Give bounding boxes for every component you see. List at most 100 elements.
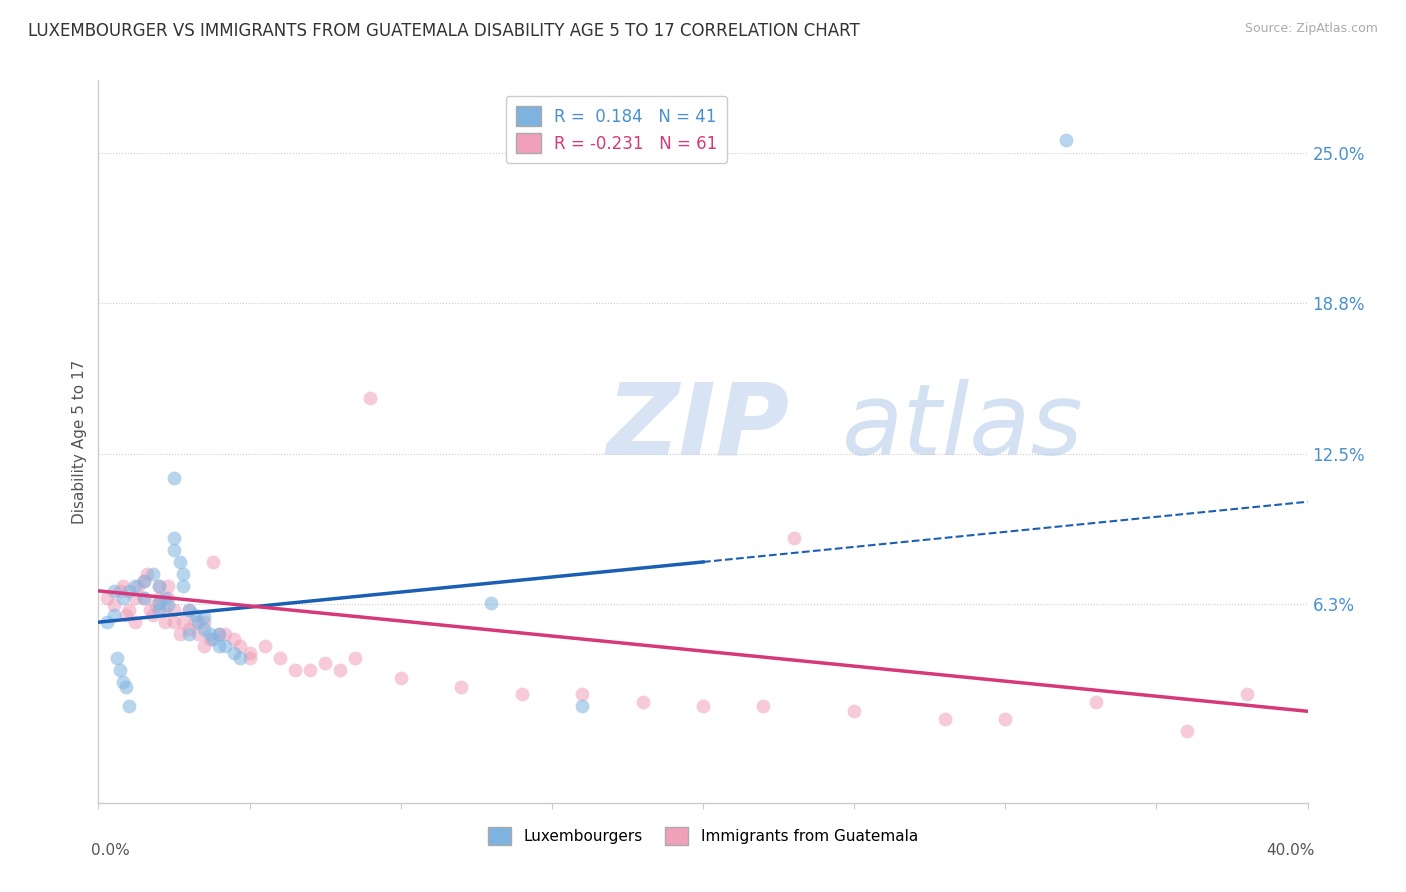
Text: LUXEMBOURGER VS IMMIGRANTS FROM GUATEMALA DISABILITY AGE 5 TO 17 CORRELATION CHA: LUXEMBOURGER VS IMMIGRANTS FROM GUATEMAL… — [28, 22, 860, 40]
Point — [179, 603, 201, 617]
Point — [103, 607, 125, 622]
Point — [179, 623, 201, 637]
Point — [193, 615, 215, 630]
Point — [96, 591, 118, 606]
Point — [156, 591, 179, 606]
Point — [224, 632, 246, 646]
Point — [127, 579, 149, 593]
Point — [132, 574, 155, 589]
Point — [163, 542, 186, 557]
Point — [1085, 695, 1108, 709]
Point — [934, 712, 956, 726]
Point — [153, 591, 176, 606]
Point — [153, 615, 176, 630]
Point — [156, 599, 179, 613]
Point — [179, 603, 201, 617]
Point — [103, 583, 125, 598]
Point — [148, 591, 170, 606]
Text: 40.0%: 40.0% — [1267, 843, 1315, 858]
Text: ZIP: ZIP — [606, 378, 789, 475]
Point — [118, 699, 141, 714]
Point — [135, 567, 157, 582]
Point — [96, 615, 118, 630]
Point — [481, 596, 503, 610]
Point — [284, 664, 307, 678]
Point — [360, 391, 382, 405]
Point — [142, 567, 165, 582]
Point — [124, 591, 146, 606]
Point — [184, 615, 207, 630]
Point — [108, 583, 131, 598]
Point — [132, 574, 155, 589]
Point — [239, 647, 262, 661]
Point — [118, 583, 141, 598]
Point — [111, 675, 134, 690]
Point — [202, 632, 225, 646]
Point — [510, 687, 533, 701]
Point — [329, 664, 352, 678]
Point — [1236, 687, 1258, 701]
Point — [389, 671, 412, 685]
Point — [148, 579, 170, 593]
Point — [193, 639, 215, 653]
Point — [229, 639, 252, 653]
Point — [111, 591, 134, 606]
Point — [132, 591, 155, 606]
Point — [148, 579, 170, 593]
Point — [124, 615, 146, 630]
Point — [148, 603, 170, 617]
Point — [208, 627, 231, 641]
Point — [145, 599, 167, 613]
Point — [631, 695, 654, 709]
Point — [187, 615, 209, 630]
Y-axis label: Disability Age 5 to 17: Disability Age 5 to 17 — [72, 359, 87, 524]
Point — [114, 680, 136, 694]
Point — [184, 607, 207, 622]
Point — [571, 699, 593, 714]
Point — [299, 664, 322, 678]
Point — [139, 603, 162, 617]
Text: 0.0%: 0.0% — [91, 843, 131, 858]
Point — [163, 471, 186, 485]
Point — [193, 610, 215, 624]
Point — [103, 599, 125, 613]
Point — [132, 591, 155, 606]
Point — [752, 699, 775, 714]
Point — [314, 656, 336, 670]
Point — [172, 579, 194, 593]
Point — [169, 555, 191, 569]
Point — [269, 651, 291, 665]
Point — [571, 687, 593, 701]
Point — [692, 699, 714, 714]
Point — [111, 579, 134, 593]
Point — [172, 567, 194, 582]
Point — [187, 627, 209, 641]
Point — [1175, 723, 1198, 738]
Point — [1054, 133, 1077, 147]
Point — [142, 607, 165, 622]
Point — [193, 623, 215, 637]
Point — [124, 579, 146, 593]
Point — [253, 639, 276, 653]
Point — [169, 627, 191, 641]
Point — [163, 615, 186, 630]
Point — [200, 627, 222, 641]
Point — [344, 651, 367, 665]
Point — [153, 603, 176, 617]
Legend: Luxembourgers, Immigrants from Guatemala: Luxembourgers, Immigrants from Guatemala — [481, 819, 925, 853]
Point — [163, 531, 186, 545]
Point — [163, 603, 186, 617]
Point — [105, 651, 128, 665]
Point — [172, 615, 194, 630]
Point — [208, 627, 231, 641]
Point — [108, 664, 131, 678]
Point — [156, 579, 179, 593]
Text: atlas: atlas — [842, 378, 1084, 475]
Point — [783, 531, 806, 545]
Point — [148, 596, 170, 610]
Point — [214, 639, 236, 653]
Point — [208, 639, 231, 653]
Point — [200, 632, 222, 646]
Point — [202, 555, 225, 569]
Text: Source: ZipAtlas.com: Source: ZipAtlas.com — [1244, 22, 1378, 36]
